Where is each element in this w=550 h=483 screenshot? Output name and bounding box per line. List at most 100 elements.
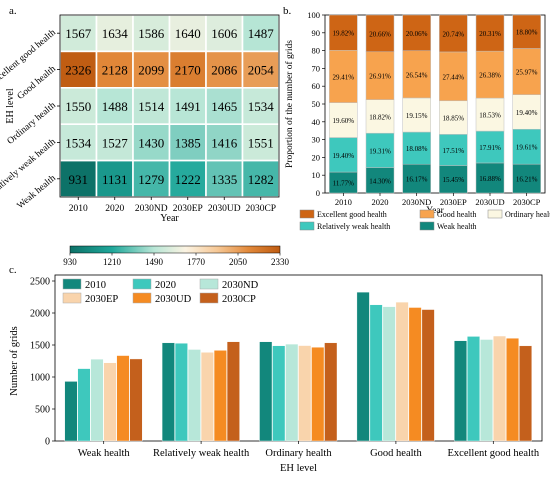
stacked-bar-segment	[439, 100, 468, 135]
heatmap-cell-value: 2054	[248, 63, 275, 78]
heatmap-cell-value: 2099	[138, 63, 164, 78]
segment-data-label: 19.31%	[369, 147, 391, 155]
x-axis-title: Year	[426, 206, 444, 216]
segment-data-label: 20.66%	[369, 30, 391, 38]
heatmap-cell	[168, 50, 207, 89]
bar	[272, 345, 286, 442]
bar	[90, 358, 104, 442]
x-tick-label: Ordinary health	[265, 448, 332, 459]
x-tick-label: 2030EP	[173, 204, 203, 214]
legend-label: 2030ND	[222, 280, 259, 291]
bar	[64, 381, 78, 442]
stacked-bar-segment	[475, 97, 505, 132]
legend-label: 2030UD	[155, 294, 192, 305]
y-tick-label: 100	[307, 10, 320, 20]
stacked-bar-segment	[329, 137, 358, 173]
legend-label: 2030CP	[222, 294, 256, 305]
legend-swatch	[419, 221, 435, 231]
x-tick-label: Excellent good health	[448, 448, 540, 459]
legend-swatch	[487, 209, 503, 219]
bar	[382, 306, 396, 442]
bar	[519, 345, 532, 442]
bar	[103, 362, 117, 442]
heatmap	[59, 14, 280, 198]
segment-data-label: 18.80%	[516, 29, 538, 37]
heatmap-cell-value: 1465	[211, 99, 237, 114]
heatmap-cell	[205, 87, 244, 126]
panel-label-c: c.	[9, 264, 17, 276]
legend-swatch	[62, 278, 82, 290]
y-axis-title: EH level	[5, 88, 16, 123]
bar	[259, 341, 273, 442]
bar	[369, 304, 383, 442]
stacked-bar-segment	[329, 14, 358, 51]
bar	[356, 291, 370, 442]
bar	[200, 352, 214, 442]
x-tick-label: 2030ND	[135, 204, 168, 214]
colorbar-tick-label: 2330	[271, 257, 290, 267]
stacked-bar-segment	[475, 130, 505, 164]
bar	[226, 341, 240, 442]
stacked-bar-segment	[402, 163, 431, 194]
legend-label: 2020	[155, 280, 176, 291]
y-tick-label: 30	[312, 135, 321, 145]
heatmap-cell-value: 2086	[211, 63, 238, 78]
stacked-bar-segment	[402, 14, 431, 51]
x-tick-label: 2020	[372, 197, 389, 207]
x-tick-label: 2030CP	[513, 197, 541, 207]
segment-data-label: 18.82%	[369, 113, 391, 121]
y-tick-label: 2000	[30, 309, 50, 320]
bar	[408, 307, 422, 442]
plot-frame-b	[324, 14, 546, 194]
stacked-bar-segment	[512, 48, 541, 95]
y-tick-label: 20	[312, 152, 321, 162]
bar	[311, 347, 325, 442]
legend-swatch	[299, 221, 315, 231]
segment-data-label: 18.08%	[406, 145, 428, 153]
segment-data-label: 16.88%	[479, 175, 501, 183]
bar	[324, 342, 338, 442]
colorbar-tick-label: 930	[63, 257, 77, 267]
heatmap-cell-value: 1527	[102, 135, 129, 150]
heatmap-cell-value: 1416	[211, 135, 238, 150]
segment-data-label: 17.91%	[479, 144, 501, 152]
y-tick-label: 70	[312, 63, 321, 73]
colorbar	[69, 245, 281, 254]
y-tick-label: 2500	[30, 277, 50, 288]
legend-label: Relatively weak health	[317, 222, 390, 231]
stacked-bar-segment	[402, 50, 431, 99]
heatmap-cell-value: 931	[69, 172, 89, 187]
x-tick-label: 2010	[69, 204, 88, 214]
segment-data-label: 19.61%	[516, 144, 538, 152]
bar	[116, 355, 130, 442]
y-tick-label: Excellent good health	[0, 28, 58, 89]
x-tick-label: 2030EP	[440, 197, 467, 207]
panel-label-b: b.	[283, 5, 292, 17]
legend-label: Good health	[437, 210, 476, 219]
segment-data-label: 19.40%	[333, 152, 355, 160]
colorbar-tick-label: 1490	[145, 257, 164, 267]
heatmap-cell-value: 1586	[138, 26, 165, 41]
bar	[493, 335, 506, 442]
y-tick-label: Good health	[16, 64, 58, 102]
y-tick-label: 0	[316, 188, 320, 198]
y-axis-title: Number of grids	[9, 326, 20, 395]
y-tick-label: 50	[312, 99, 321, 109]
segment-data-label: 11.77%	[333, 180, 354, 188]
heatmap-cell	[95, 87, 134, 126]
x-tick-label: 2030UD	[475, 197, 504, 207]
heatmap-cell-value: 1606	[211, 26, 238, 41]
heatmap-cell-value: 1534	[65, 135, 92, 150]
bar	[298, 345, 312, 442]
y-tick-label: 10	[312, 170, 321, 180]
heatmap-cell-value: 1551	[248, 135, 274, 150]
bar	[421, 309, 435, 442]
x-axis-title: EH level	[280, 463, 317, 474]
x-tick-label: 2010	[335, 197, 352, 207]
heatmap-cell-value: 2170	[175, 63, 201, 78]
y-tick-label: Weak health	[16, 173, 59, 211]
heatmap-cell-value: 1534	[248, 99, 275, 114]
segment-data-label: 15.45%	[443, 176, 465, 184]
stacked-bar-segment	[439, 134, 468, 166]
y-tick-label: 0	[45, 437, 50, 448]
